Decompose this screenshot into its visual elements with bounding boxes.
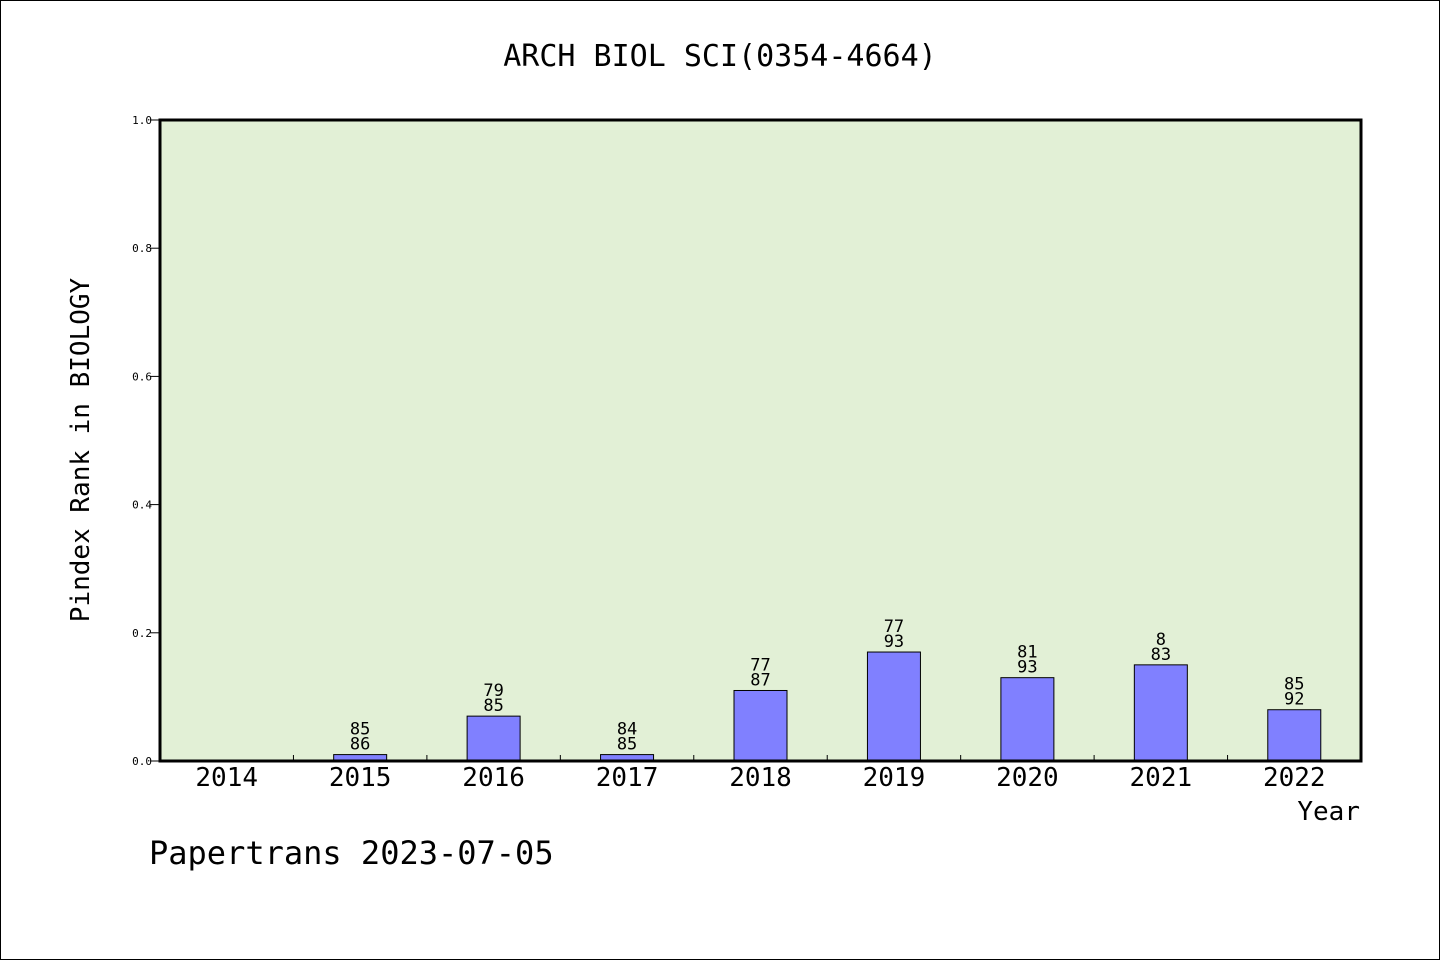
x-tick-label-2014: 2014	[195, 763, 258, 793]
bar-label-top-2017: 84	[617, 720, 637, 740]
y-tick-label: 0.2	[132, 627, 152, 640]
y-axis-label: Pindex Rank in BIOLOGY	[66, 277, 96, 622]
bar-2022	[1267, 709, 1322, 762]
bar-2016	[466, 715, 521, 762]
bar-label-bottom-2020: 93	[1017, 658, 1037, 678]
bar-label-top-2018: 77	[750, 655, 770, 675]
x-tick-label-2017: 2017	[596, 763, 659, 793]
plot-area	[160, 120, 1361, 761]
bar-2021	[1133, 664, 1188, 762]
x-axis-tick-labels: 2014 2015 2016 2017 2018 2019 2020 2021 2022	[195, 763, 1325, 793]
bar-label-bottom-2021: 83	[1151, 645, 1171, 665]
y-axis-tick-labels: 0.0 0.2 0.4 0.6 0.8 1.0	[132, 114, 152, 768]
x-axis-label: Year	[1297, 797, 1360, 827]
footer-credit: Papertrans 2023-07-05	[149, 834, 554, 872]
x-tick-label-2021: 2021	[1130, 763, 1193, 793]
y-tick-label: 1.0	[132, 114, 152, 127]
x-tick-label-2015: 2015	[329, 763, 392, 793]
y-tick-label: 0.8	[132, 242, 152, 255]
x-tick-label-2016: 2016	[462, 763, 525, 793]
tick-marks	[150, 119, 1229, 762]
x-tick-label-2022: 2022	[1263, 763, 1326, 793]
bar-label-top-2019: 77	[884, 617, 904, 637]
x-tick-label-2020: 2020	[996, 763, 1059, 793]
x-tick-label-2018: 2018	[729, 763, 792, 793]
bar-label-top-2020: 81	[1017, 643, 1037, 663]
bar-label-bottom-2017: 85	[617, 735, 637, 755]
bar-label-bottom-2018: 87	[750, 670, 770, 690]
y-tick-label: 0.4	[132, 499, 152, 512]
bar-2020	[1000, 677, 1055, 762]
bars	[333, 651, 1322, 762]
bar-label-bottom-2015: 86	[350, 735, 370, 755]
plot-frame	[158, 118, 1363, 763]
bar-label-top-2015: 85	[350, 720, 370, 740]
bar-2018	[733, 689, 788, 762]
chart-title: ARCH BIOL SCI(0354-4664)	[503, 39, 936, 74]
bar-label-top-2022: 85	[1284, 675, 1304, 695]
bar-label-bottom-2016: 85	[483, 696, 503, 716]
x-tick-label-2019: 2019	[863, 763, 926, 793]
bar-2019	[866, 651, 921, 762]
bar-label-top-2016: 79	[483, 681, 503, 701]
bar-label-bottom-2022: 92	[1284, 690, 1304, 710]
bar-label-bottom-2019: 93	[884, 632, 904, 652]
y-tick-label: 0.6	[132, 370, 152, 383]
y-tick-label: 0.0	[132, 755, 152, 768]
bar-label-top-2021: 8	[1156, 630, 1166, 650]
